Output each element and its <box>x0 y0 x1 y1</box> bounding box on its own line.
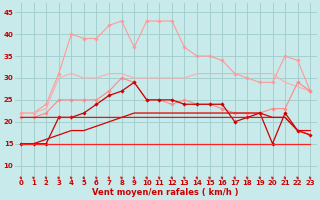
X-axis label: Vent moyen/en rafales ( km/h ): Vent moyen/en rafales ( km/h ) <box>92 188 239 197</box>
